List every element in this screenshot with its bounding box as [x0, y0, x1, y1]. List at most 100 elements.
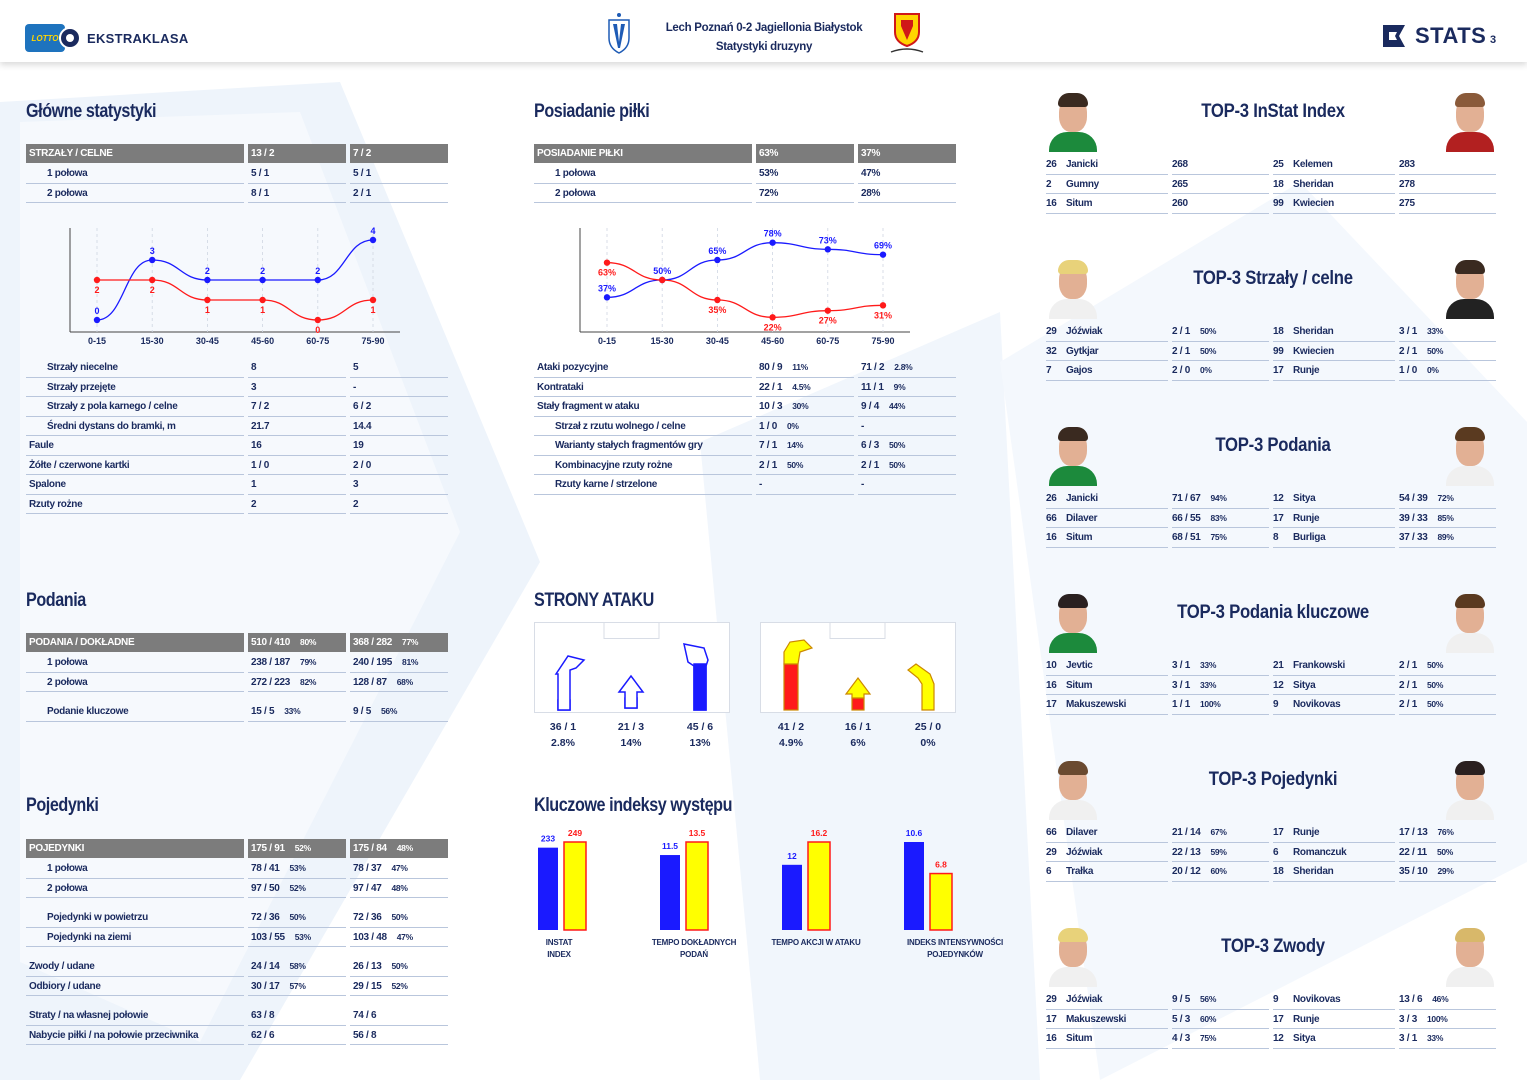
stat-pct: 100%: [1426, 1013, 1448, 1024]
player-number: 18: [1273, 866, 1284, 878]
row-home: 1: [248, 475, 346, 495]
table-row: Średni dystans do bramki, m 21.7 14.4: [26, 417, 452, 436]
ekstraklasa-logo: LOTTO EKSTRAKLASA: [25, 24, 189, 52]
data-point: [714, 296, 721, 304]
row-away: 2: [350, 495, 448, 514]
player-number: 6: [1273, 846, 1279, 858]
player-number: 16: [1046, 1033, 1057, 1045]
home-center-arrow: [617, 674, 645, 709]
player-number: 10: [1046, 660, 1057, 671]
player-number: 16: [1046, 198, 1057, 210]
home-player: 26 Janicki: [1046, 489, 1168, 509]
data-label: 50%: [653, 266, 671, 276]
header-away: 7 / 2: [350, 144, 448, 163]
row-away: 5 / 1: [350, 164, 448, 184]
row-label: Podanie kluczowe: [26, 702, 244, 722]
data-point: [603, 259, 611, 266]
table-row: 1 połowa 238 / 187 79% 240 / 195 81%: [26, 653, 452, 673]
table-row: Faule 16 19: [26, 436, 452, 456]
away-player: 18 Sheridan: [1273, 862, 1395, 882]
home-player: 16 Situm: [1046, 528, 1168, 548]
data-label: 37%: [598, 283, 616, 293]
away-value: 3 / 1 33%: [1399, 322, 1496, 342]
home-value: 2 / 1 50%: [1172, 342, 1269, 362]
row-home: 53%: [756, 164, 854, 184]
stat-pct: 50%: [1426, 345, 1444, 356]
row-away: 72 / 36 50%: [350, 908, 448, 928]
attack-pct: 0%: [920, 737, 936, 749]
home-value: 175 / 91: [251, 843, 285, 854]
possession-header: POSIADANIE PIŁKI 63% 37%: [534, 144, 960, 163]
home-value: 78 / 41: [251, 863, 280, 874]
row-label: Warianty stałych fragmentów gry: [534, 436, 752, 456]
table-row: Pojedynki na ziemi 103 / 55 53% 103 / 48 47%: [26, 928, 452, 947]
row-label: Nabycie piłki / na połowie przeciwnika: [26, 1026, 244, 1045]
table-row: Ataki pozycyjne 80 / 9 11% 71 / 2 2.8%: [534, 358, 960, 378]
stat-value: 3 / 3: [1399, 1013, 1417, 1025]
main-stats-table: Strzały niecelne 8 5 Strzały przejęte 3- Strz…: [26, 358, 452, 514]
row-label: Kombinacyjne rzuty rożne: [534, 456, 752, 475]
stat-pct: 50%: [1199, 345, 1217, 356]
duels-title: Pojedynki: [26, 795, 99, 816]
table-row: Spalone 1 3: [26, 475, 452, 495]
away-player: 17 Runje: [1273, 823, 1395, 843]
stat-value: 1 / 1: [1172, 699, 1190, 711]
player-name: Gumny: [1066, 178, 1099, 190]
table-row: Straty / na własnej połowie 63 / 8 74 / 6: [26, 1006, 452, 1026]
match-subtitle: Statystyki druzyny: [715, 41, 813, 53]
away-value: 54 / 39 72%: [1399, 489, 1496, 509]
table-row: 29 Jóźwiak 9 / 5 56% 9 Novikovas 13 / 6 46%: [1046, 990, 1500, 1010]
table-row: 17 Makuszewski 1 / 1 100% 9 Novikovas 2 / 1 50%: [1046, 695, 1500, 715]
table-row: Stały fragment w ataku 10 / 3 30% 9 / 4 44%: [534, 397, 960, 417]
stat-pct: 75%: [1210, 532, 1227, 543]
data-label: 1: [370, 305, 375, 315]
away-pct: 50%: [888, 440, 906, 450]
row-away: 71 / 2 2.8%: [858, 358, 956, 378]
row-home: 103 / 55 53%: [248, 928, 346, 947]
away-pct: 56%: [380, 706, 398, 716]
stat-value: 3 / 1: [1172, 679, 1190, 691]
player-number: 17: [1046, 1013, 1057, 1025]
home-pct: 82%: [300, 676, 317, 687]
away-pct: 50%: [391, 961, 408, 971]
player-name: Makuszewski: [1066, 699, 1127, 711]
row-away: 78 / 37 47%: [350, 859, 448, 879]
player-name: Gajos: [1066, 365, 1093, 377]
stat-value: 2 / 0: [1172, 365, 1190, 377]
player-name: Sheridan: [1293, 866, 1334, 878]
player-photo: [1049, 426, 1097, 486]
home-pct: 33%: [284, 706, 301, 716]
away-value: 13 / 6 46%: [1399, 990, 1496, 1010]
table-row: 16 Situm 3 / 1 33% 12 Sitya 2 / 1 50%: [1046, 676, 1500, 696]
away-value: 37 / 33 89%: [1399, 528, 1496, 548]
home-pct: 50%: [289, 912, 306, 922]
row-home: 5 / 1: [248, 164, 346, 184]
home-value: 22 / 1: [759, 381, 783, 393]
row-away: 5: [350, 358, 448, 378]
away-value: 74 / 6: [353, 1010, 377, 1021]
bar-away: [807, 841, 831, 931]
stat-value: 71 / 67: [1172, 493, 1201, 504]
table-row: 2 połowa 72% 28%: [534, 184, 960, 203]
home-value: 66 / 55 83%: [1172, 509, 1269, 529]
player-number: 29: [1046, 326, 1057, 337]
x-tick-label: 45-60: [761, 336, 784, 346]
data-point: [314, 316, 321, 324]
data-point: [204, 276, 211, 284]
row-label: Rzuty karne / strzelone: [534, 475, 752, 495]
away-pct: 48%: [396, 843, 413, 853]
bar-value-label: 13.5: [689, 828, 706, 838]
row-home: 22 / 1 4.5%: [756, 378, 854, 397]
attack-count: 25 / 0: [914, 721, 942, 733]
player-number: 17: [1273, 827, 1284, 838]
row-home: 24 / 14 58%: [248, 957, 346, 977]
row-away: 3: [350, 475, 448, 495]
stat-pct: 67%: [1210, 827, 1227, 837]
home-value: 30 / 17: [251, 980, 280, 992]
data-label: 2: [260, 266, 265, 276]
row-home: 80 / 9 11%: [756, 358, 854, 378]
header-away: 368 / 282 77%: [350, 633, 448, 652]
away-value: 97 / 47: [353, 882, 382, 894]
row-home: 21.7: [248, 417, 346, 436]
